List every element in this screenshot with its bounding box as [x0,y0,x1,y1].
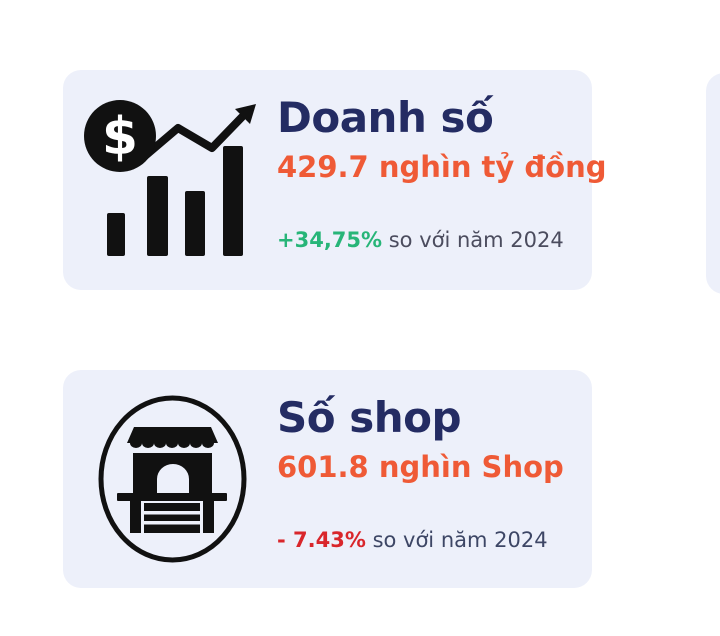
sales-card-change: +34,75% so với năm 2024 [277,227,607,254]
partial-card-edge [706,73,720,294]
shops-card-text: Số shop 601.8 nghìn Shop - 7.43% so với … [277,394,564,554]
shops-change-percent: - 7.43% [277,528,366,552]
sales-change-percent: +34,75% [277,228,383,252]
shops-card-title: Số shop [277,393,462,442]
sales-card-value: 429.7 nghìn tỷ đồng [277,150,607,184]
shops-kpi-card: Số shop 601.8 nghìn Shop - 7.43% so với … [63,370,592,588]
shops-card-change: - 7.43% so với năm 2024 [277,527,564,554]
dollar-sign-glyph: $ [102,107,138,167]
sales-kpi-card: $ Doanh số 429.7 nghìn tỷ đồng +34,75% s… [63,70,607,290]
sales-card-text: Doanh số 429.7 nghìn tỷ đồng +34,75% so … [277,94,607,254]
sales-card-title: Doanh số [277,93,494,142]
sales-change-suffix: so với năm 2024 [382,228,564,252]
shops-change-suffix: so với năm 2024 [365,528,548,552]
storefront-icon [98,395,247,563]
dollar-trend-bar-chart-icon: $ [84,100,256,256]
shops-card-value: 601.8 nghìn Shop [277,450,564,484]
